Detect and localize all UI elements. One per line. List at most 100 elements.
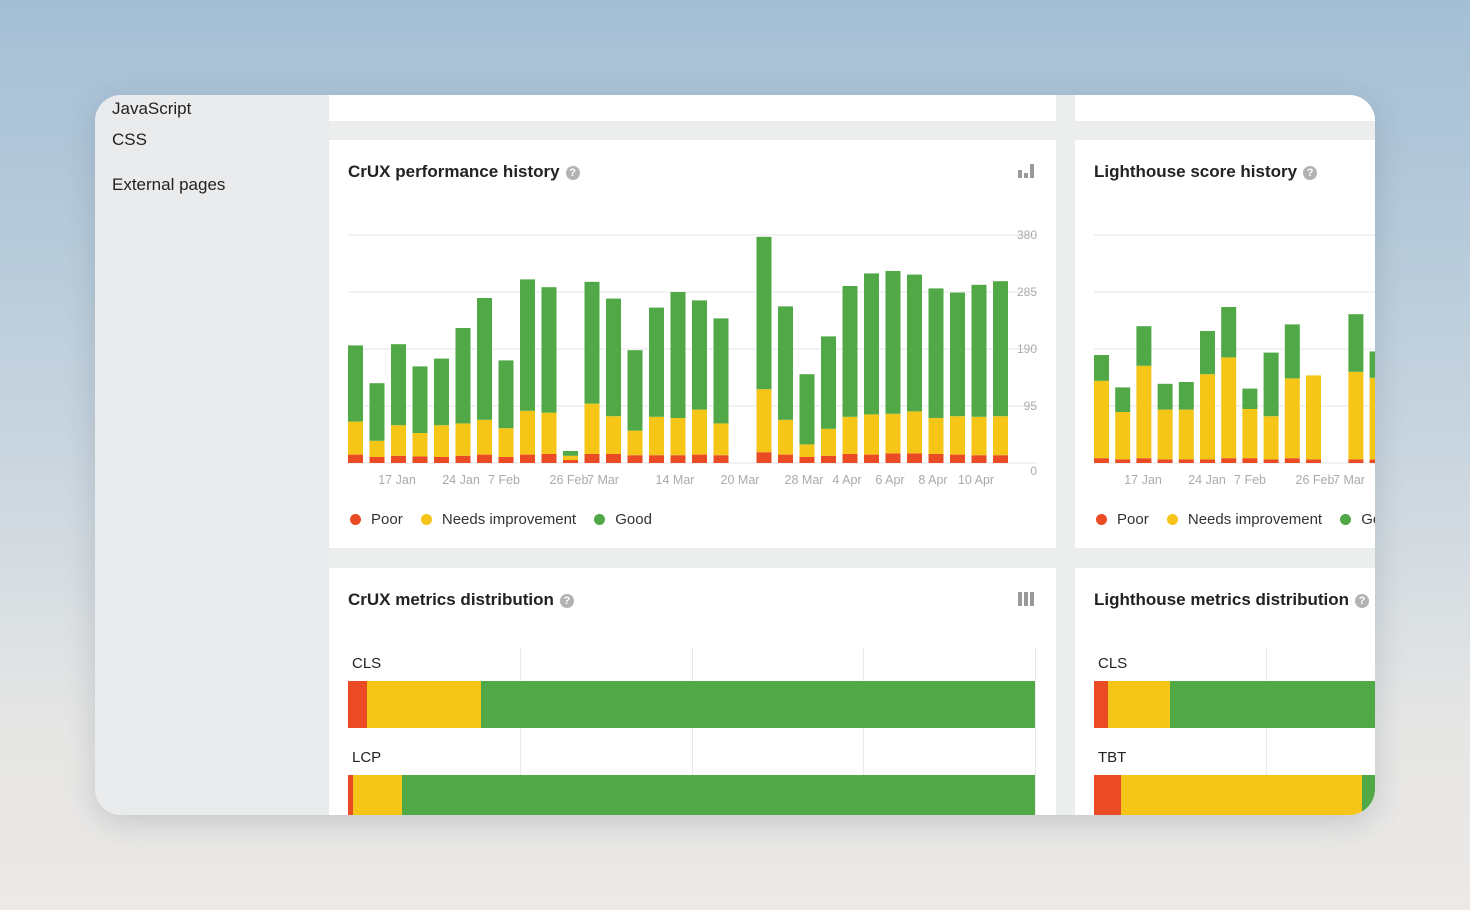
bar-segment-needs-improvement [885, 413, 901, 454]
bar-segment-good [649, 307, 664, 417]
bar-segment-needs-improvement [821, 428, 836, 456]
bar-segment-poor [584, 454, 600, 463]
bar-segment-needs-improvement [627, 430, 643, 456]
bar-segment-poor [412, 456, 428, 463]
lighthouse-distribution-title: Lighthouse metrics distribution? [1094, 590, 1370, 610]
bar-segment-poor [821, 455, 836, 463]
bar-segment-good [391, 344, 406, 426]
bar-segment-needs-improvement [1107, 681, 1170, 728]
bar-segment-poor [541, 454, 557, 463]
bar-segment-poor [1284, 458, 1300, 463]
bar-segment-good [842, 286, 858, 417]
bar-segment-good [756, 236, 772, 390]
bar-segment-needs-improvement [348, 421, 363, 455]
metric-label-cls: CLS [352, 655, 382, 672]
bar-segment-poor [1369, 459, 1375, 463]
bar-segment-needs-improvement [541, 412, 557, 454]
bar-segment-needs-improvement [606, 416, 621, 454]
help-icon[interactable]: ? [559, 594, 574, 608]
bar-segment-good [1361, 775, 1375, 815]
lighthouse-history-card: Lighthouse score history? 17 Jan 24 Jan 7 … [1075, 140, 1375, 548]
bar-segment-needs-improvement [477, 419, 492, 455]
bar-segment-poor [1242, 458, 1258, 463]
bar-segment-good [1242, 388, 1258, 409]
x-tick-label: 7 Feb [1234, 473, 1266, 487]
bar-segment-needs-improvement [1263, 416, 1279, 460]
app-window: JavaScript CSS External pages CrUX perfo… [95, 95, 1375, 815]
bar-segment-good [584, 281, 600, 404]
bar-segment-poor [778, 454, 793, 463]
bar-segment-good [541, 287, 557, 413]
bar-segment-needs-improvement [520, 410, 535, 455]
lighthouse-history-title: Lighthouse score history? [1094, 162, 1318, 182]
bar-segment-poor [348, 775, 353, 815]
bar-segment-needs-improvement [563, 455, 578, 460]
bar-segment-good [950, 292, 965, 417]
x-tick-label: 7 Mar [1333, 473, 1365, 487]
bar-segment-poor [434, 457, 449, 463]
x-tick-label: 17 Jan [1124, 473, 1162, 487]
y-tick-label: 95 [1024, 399, 1038, 413]
main-content: CrUX performance history? 380 285 190 95 0 17… [329, 95, 1375, 815]
sidebar-item-external-pages[interactable]: External pages [112, 175, 226, 194]
bar-segment-needs-improvement [950, 416, 965, 455]
bar-segment-good [1284, 324, 1300, 379]
bar-segment-poor [1263, 459, 1279, 463]
lighthouse-distribution-card: Lighthouse metrics distribution? CLS TBT [1075, 568, 1375, 815]
metric-label-cls: CLS [1098, 655, 1128, 672]
help-icon[interactable]: ? [1355, 594, 1370, 608]
metric-bar-lcp[interactable] [348, 775, 1035, 815]
metric-bar-cls[interactable] [348, 681, 1035, 728]
grid-line [1035, 648, 1036, 815]
help-icon[interactable]: ? [565, 166, 580, 180]
crux-history-card: CrUX performance history? 380 285 190 95 0 17… [329, 140, 1056, 548]
bar-segment-good [864, 273, 879, 415]
legend-dot-needs [420, 514, 432, 525]
legend-poor: Poor [350, 511, 403, 528]
bar-segment-good [606, 298, 621, 417]
bar-segment-good [971, 284, 987, 417]
grid-line [520, 648, 521, 815]
top-card-left [329, 95, 1056, 121]
bar-segment-poor [1178, 459, 1194, 463]
bar-segment-good [455, 328, 471, 424]
metric-bar-cls[interactable] [1094, 681, 1375, 728]
bar-segment-needs-improvement [412, 433, 428, 457]
bar-segment-good [1263, 352, 1279, 417]
bar-segment-needs-improvement [455, 423, 471, 456]
bar-segment-needs-improvement [670, 418, 686, 456]
bar-segment-good [477, 298, 492, 420]
metric-bar-tbt[interactable] [1094, 775, 1375, 815]
bar-segment-good [692, 300, 707, 410]
x-tick-label: 7 Feb [488, 473, 520, 487]
bar-segment-poor [692, 454, 707, 463]
bar-segment-poor [1157, 459, 1173, 463]
legend-good: Good [594, 511, 652, 528]
sidebar-item-css[interactable]: CSS [112, 130, 147, 149]
bar-chart-icon[interactable] [1018, 164, 1035, 183]
bar-segment-good [1348, 314, 1364, 372]
x-tick-label: 24 Jan [442, 473, 480, 487]
bar-segment-good [928, 288, 944, 418]
top-card-right [1075, 95, 1375, 121]
x-tick-label: 10 Apr [958, 473, 994, 487]
x-tick-label: 28 Mar [785, 473, 824, 487]
x-tick-label: 17 Jan [378, 473, 416, 487]
sidebar: JavaScript CSS External pages [95, 95, 329, 815]
help-icon[interactable]: ? [1303, 166, 1318, 180]
bar-segment-good [480, 681, 1035, 728]
bar-segment-poor [369, 457, 385, 463]
bar-segment-needs-improvement [1094, 380, 1109, 459]
stacked-columns-icon[interactable] [1018, 592, 1035, 611]
crux-history-title-text: CrUX performance history [348, 162, 560, 181]
bar-segment-poor [799, 457, 815, 463]
lighthouse-history-legend: Poor Needs improvement Good [1096, 511, 1375, 528]
bar-segment-good [993, 281, 1008, 417]
bar-segment-poor [563, 460, 578, 463]
bar-segment-poor [1348, 459, 1364, 463]
bar-segment-good [1157, 383, 1173, 410]
sidebar-item-javascript[interactable]: JavaScript [112, 99, 192, 118]
bar-segment-needs-improvement [692, 409, 707, 455]
bar-segment-needs-improvement [498, 428, 514, 457]
